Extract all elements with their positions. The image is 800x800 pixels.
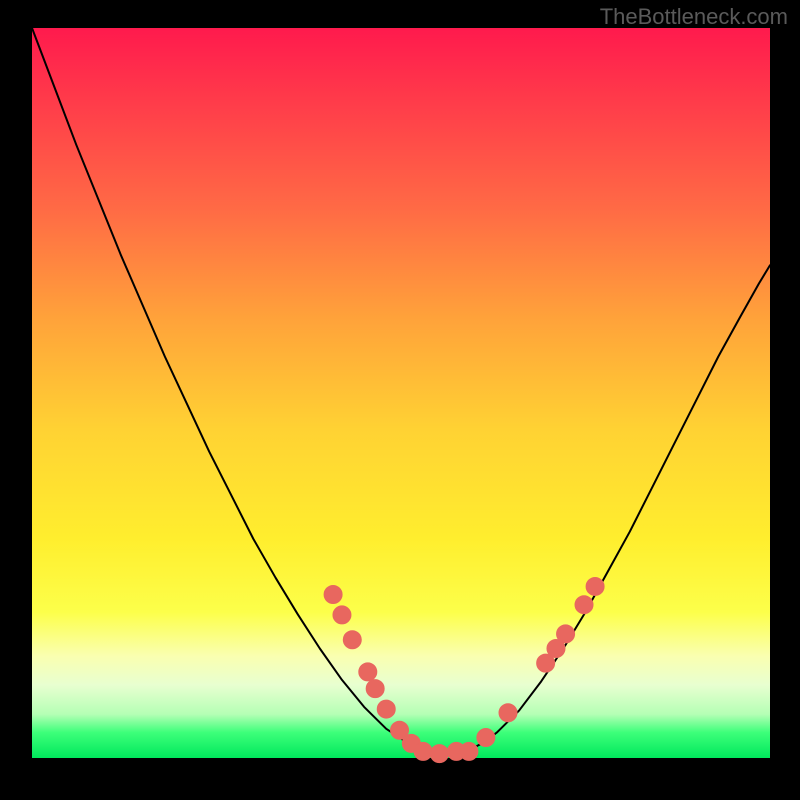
marker-dot <box>366 680 384 698</box>
marker-dot <box>557 625 575 643</box>
marker-dot <box>377 700 395 718</box>
marker-dot <box>414 742 432 760</box>
chart-svg <box>0 0 800 800</box>
plot-background <box>32 28 770 758</box>
marker-dot <box>477 729 495 747</box>
chart-container: TheBottleneck.com <box>0 0 800 800</box>
watermark-text: TheBottleneck.com <box>600 4 788 30</box>
marker-dot <box>359 663 377 681</box>
marker-dot <box>499 704 517 722</box>
marker-dot <box>333 606 351 624</box>
marker-dot <box>586 577 604 595</box>
marker-dot <box>343 631 361 649</box>
marker-dot <box>324 585 342 603</box>
marker-dot <box>460 742 478 760</box>
marker-dot <box>430 745 448 763</box>
marker-dot <box>575 596 593 614</box>
